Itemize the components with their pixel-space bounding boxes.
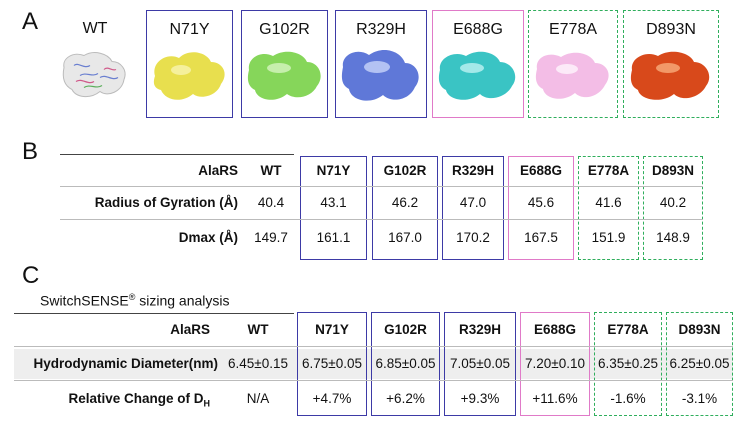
table-c-header-r329h: R329H (458, 322, 502, 337)
table-c-cell: -3.1% (681, 391, 718, 406)
model-label-e778a: E778A (548, 21, 598, 38)
subtitle-main: SwitchSENSE (40, 292, 129, 309)
table-b-header-d893n: D893N (651, 163, 695, 178)
table-c-cell: +11.6% (532, 391, 578, 406)
box-b-r329h (442, 156, 504, 260)
table-b-header-e688g: E688G (519, 163, 563, 178)
table-c-header-alars: AlaRS (170, 322, 210, 337)
table-c-cell: 7.20±0.10 (525, 356, 585, 371)
table-c-cell: +9.3% (460, 391, 500, 406)
box-c-r329h (444, 312, 516, 416)
row-label-subscript: H (203, 398, 211, 409)
model-label-d893n: D893N (646, 21, 696, 38)
panel-c-letter: C (22, 262, 40, 289)
box-c-g102r (371, 312, 440, 416)
table-b-cell: 167.0 (388, 230, 422, 245)
model-label-n71y: N71Y (169, 21, 210, 38)
table-c-cell: -1.6% (610, 391, 646, 406)
table-b-cell: 161.1 (316, 230, 351, 245)
subtitle-rest: sizing analysis (135, 292, 230, 309)
n71y-envelope-image (153, 51, 225, 100)
table-b-cell: 40.2 (659, 195, 687, 210)
r329h-envelope-image (341, 49, 419, 101)
table-b-cell: 47.0 (459, 195, 487, 210)
box-b-e688g (508, 156, 574, 260)
table-c-header-n71y: N71Y (315, 322, 349, 337)
model-g102r: G102R (241, 10, 328, 118)
table-b-header-n71y: N71Y (316, 163, 351, 178)
table-b-cell: 43.1 (320, 195, 347, 210)
table-b-cell: 170.2 (456, 230, 490, 245)
table-c-row-label: Hydrodynamic Diameter(nm) (33, 356, 218, 371)
table-b-header-wt: WT (260, 163, 282, 178)
table-b-header-e778a: E778A (587, 163, 630, 178)
table-b-cell: 167.5 (524, 230, 558, 245)
box-c-e778a (594, 312, 662, 416)
table-c-cell: 6.25±0.05 (669, 356, 730, 371)
table-c-cell: 7.05±0.05 (450, 356, 510, 371)
box-c-d893n (666, 312, 733, 416)
table-c-rule (14, 380, 733, 381)
table-b-row-label: Dmax (Å) (178, 230, 238, 245)
table-b-cell: 151.9 (591, 230, 626, 245)
table-b-cell: 45.6 (527, 195, 555, 210)
table-c-cell: 6.75±0.05 (302, 356, 362, 371)
box-c-n71y (297, 312, 367, 416)
model-label-r329h: R329H (356, 21, 406, 38)
table-b-cell: 46.2 (391, 195, 419, 210)
table-b-cell: 40.4 (257, 195, 285, 210)
model-d893n: D893N (623, 10, 719, 118)
table-c-top-rule (14, 313, 294, 314)
panel-b-letter: B (22, 138, 39, 165)
box-b-d893n (643, 156, 703, 260)
model-n71y: N71Y (146, 10, 233, 118)
model-e688g: E688G (432, 10, 524, 118)
table-b-rule (60, 219, 703, 220)
box-b-n71y (300, 156, 367, 260)
registered-mark: ® (128, 292, 136, 302)
g102r-envelope-image (247, 51, 321, 100)
table-c-header-g102r: G102R (384, 322, 427, 337)
panel-c-subtitle: SwitchSENSE® sizing analysis (40, 292, 230, 309)
table-b-cell: 148.9 (656, 230, 690, 245)
table-c-cell: N/A (246, 391, 270, 406)
table-b-header-g102r: G102R (383, 163, 427, 178)
table-c-cell: 6.85±0.05 (375, 356, 436, 371)
e688g-envelope-image (438, 51, 516, 100)
model-label-e688g: E688G (453, 21, 503, 38)
row-label-main: Relative Change of D (68, 391, 204, 406)
d893n-envelope-image (630, 51, 710, 100)
table-c-header-wt: WT (247, 322, 269, 337)
table-b-top-rule (60, 154, 294, 155)
table-b-cell: 149.7 (254, 230, 288, 245)
box-c-e688g (520, 312, 590, 416)
table-b-rule (60, 186, 703, 187)
table-c-row-label: Relative Change of DH (14, 391, 210, 409)
table-b-row-label: Radius of Gyration (Å) (94, 195, 238, 210)
wt-envelope-image (62, 51, 126, 97)
model-label-g102r: G102R (259, 21, 310, 38)
table-c-cell: +4.7% (312, 391, 352, 406)
table-c-cell: 6.45±0.15 (228, 356, 288, 371)
table-b-cell: 41.6 (595, 195, 622, 210)
model-r329h: R329H (335, 10, 427, 118)
table-c-header-d893n: D893N (678, 322, 721, 337)
e778a-envelope-image (535, 52, 609, 99)
table-c-row-shading (14, 349, 733, 379)
table-c-cell: +6.2% (386, 391, 425, 406)
panel-a-letter: A (22, 8, 39, 35)
table-c-header-e778a: E778A (607, 322, 649, 337)
table-b-header-r329h: R329H (451, 163, 495, 178)
model-e778a: E778A (528, 10, 618, 118)
table-c-cell: 6.35±0.25 (598, 356, 658, 371)
model-label-wt: WT (82, 20, 108, 37)
table-b-header-alars: AlaRS (198, 163, 238, 178)
table-c-rule (14, 346, 733, 347)
model-wt: WT (55, 10, 135, 118)
table-c-header-e688g: E688G (533, 322, 577, 337)
box-b-g102r (372, 156, 438, 260)
box-b-e778a (578, 156, 639, 260)
